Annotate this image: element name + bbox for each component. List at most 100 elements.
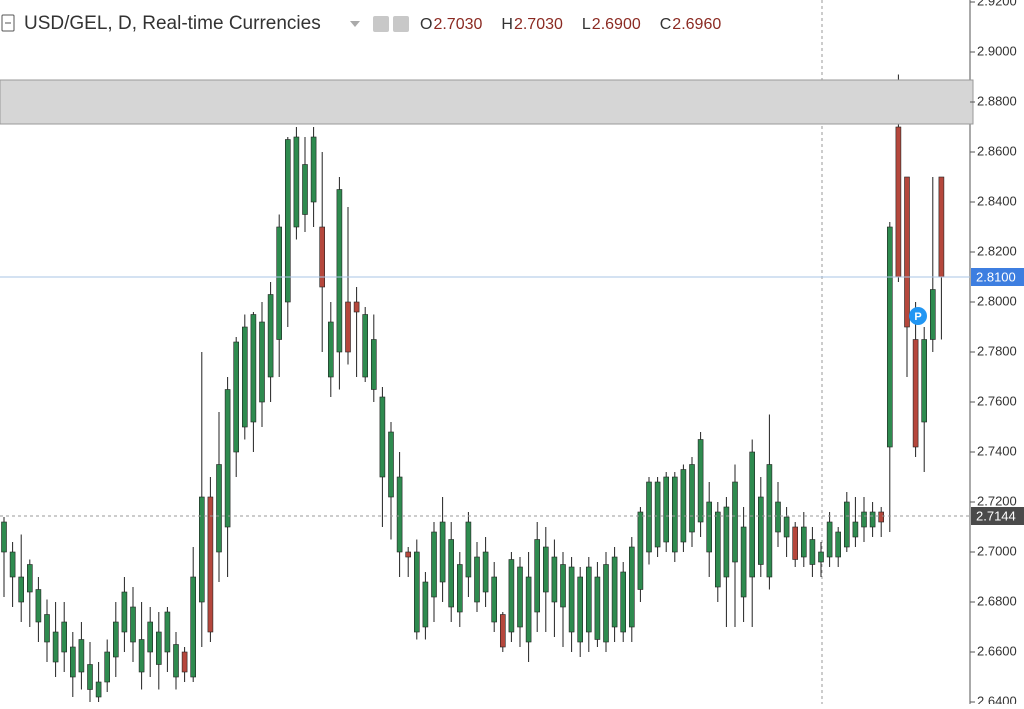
candle-body [714, 511, 721, 588]
candle-body [9, 551, 16, 578]
candle-body [912, 339, 919, 448]
candle-body [78, 639, 85, 673]
candle-body [499, 614, 506, 648]
candle-body [121, 591, 128, 633]
candle-body [70, 646, 76, 678]
candle-body [525, 576, 532, 643]
candle-body [1, 521, 7, 553]
candle-body [482, 551, 489, 593]
candle-body [448, 539, 455, 608]
eye-icon[interactable] [373, 16, 389, 32]
ohlc-key: O [420, 16, 432, 33]
candle-body [250, 314, 257, 423]
y-tick-label: 2.8600 [977, 143, 1017, 158]
candle-body [723, 506, 730, 578]
candle-body [18, 576, 25, 603]
y-tick-label: 2.6400 [977, 693, 1017, 704]
candle-body [843, 501, 850, 548]
candle-body [534, 539, 541, 613]
y-tick-label: 2.9200 [977, 0, 1017, 8]
candle-body [156, 631, 162, 665]
candle-body [706, 501, 713, 553]
candle-body [199, 496, 205, 603]
candle-body [749, 451, 756, 578]
candle-body [413, 551, 420, 633]
candle-body [259, 321, 265, 403]
candle-body [35, 589, 42, 623]
candle-body [44, 614, 50, 643]
y-tick-label: 2.6800 [977, 593, 1017, 608]
candle-body [388, 431, 394, 498]
candle-body [310, 136, 317, 203]
candle-body [766, 464, 773, 578]
candle-body [474, 556, 480, 603]
overlay-band [0, 79, 974, 125]
y-tick-label: 2.7800 [977, 343, 1017, 358]
candle-body [267, 294, 274, 378]
candle-body [783, 516, 790, 538]
candle-body [276, 226, 283, 340]
candle-body [405, 551, 412, 558]
candle-body [835, 531, 842, 558]
chart-title: USD/GEL, D, Real-time Currencies [24, 13, 321, 34]
marker-circle[interactable] [909, 307, 927, 325]
candle-body [207, 496, 214, 633]
candle-body [732, 481, 738, 563]
candle-body [216, 464, 222, 553]
marker-badge: P [909, 307, 927, 325]
candle-body [87, 664, 93, 690]
y-tick-label: 2.6600 [977, 643, 1017, 658]
candle-body [370, 339, 377, 390]
candle-body [646, 481, 652, 553]
candle-body [293, 136, 300, 228]
candle-body [542, 546, 549, 593]
candle-body [671, 476, 678, 553]
marker-text: P [914, 311, 921, 323]
dropdown-arrow[interactable] [350, 21, 360, 27]
candle-body [680, 469, 687, 543]
candle-body [568, 566, 575, 633]
candle-body [740, 526, 747, 598]
ohlc-value: 2.6960 [672, 16, 721, 33]
crosshair-box [971, 507, 1024, 525]
ohlc-values: O 2.7030 H 2.7030 L 2.6900 C 2.6960 [420, 16, 721, 33]
candle-body [164, 611, 171, 653]
y-tick-label: 2.9000 [977, 43, 1017, 58]
candle-body [52, 631, 59, 663]
candle-body [775, 501, 781, 533]
candle-body [861, 511, 867, 528]
candle-body [792, 526, 799, 560]
candle-body [26, 564, 33, 593]
candle-body [637, 511, 644, 590]
candle-body [233, 341, 239, 453]
candle-body [439, 521, 446, 583]
candle-body [628, 546, 635, 628]
candle-body [104, 651, 110, 683]
candle-body [327, 321, 334, 378]
candle-body [620, 571, 627, 633]
candle-body [826, 521, 833, 558]
candle-body [224, 389, 231, 528]
collapse-icon[interactable] [1, 14, 15, 32]
candle-body [689, 464, 695, 533]
y-tick-label: 2.7600 [977, 393, 1017, 408]
candle-body [336, 189, 343, 353]
candle-body [319, 226, 326, 288]
last-price-label: 2.8100 [976, 269, 1016, 284]
candle-body [173, 644, 179, 678]
crosshair-label: 2.7144 [976, 508, 1016, 523]
ohlc-value: 2.6900 [592, 16, 641, 33]
candle-body [852, 521, 859, 538]
candle-body [130, 606, 136, 643]
candle-body [878, 511, 885, 523]
candle-body [242, 326, 248, 428]
candle-body [508, 559, 515, 633]
candle-body [654, 481, 661, 548]
settings-icon[interactable] [393, 16, 409, 32]
candle-body [396, 476, 403, 553]
candle-body [302, 164, 308, 215]
candle-body [560, 564, 566, 608]
candle-body [353, 301, 360, 313]
candle-body [517, 566, 523, 628]
candles [1, 74, 945, 702]
